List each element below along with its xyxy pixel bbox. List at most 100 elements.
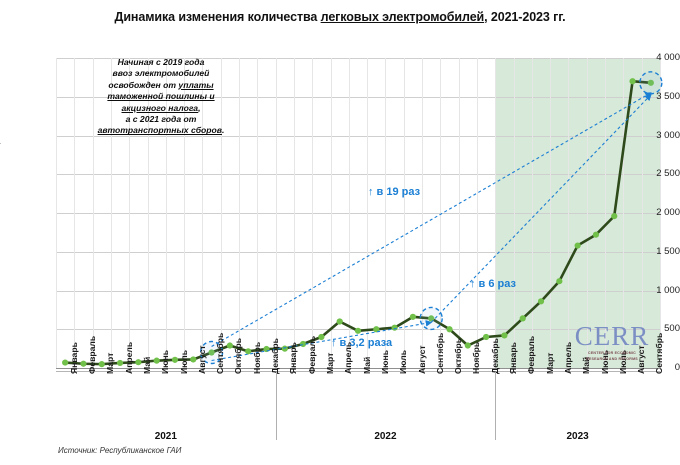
data-point-marker (537, 298, 545, 305)
growth-callout-x6: ↑ в 6 раз (470, 278, 516, 290)
x-axis-tick-label: Май (141, 356, 152, 374)
gridline-y (56, 96, 660, 98)
y-axis-tick-label: 2 500 (656, 168, 680, 180)
year-label: 2023 (566, 431, 589, 442)
x-axis-tick-label: Ноябрь (471, 341, 482, 374)
gridline-x (293, 58, 295, 368)
data-point-marker (80, 360, 87, 367)
gridline-x (56, 58, 57, 368)
gridline-x (385, 58, 387, 368)
source-note: Источник: Республиканское ГАИ (58, 446, 182, 455)
data-point-marker (592, 231, 600, 238)
x-axis-tick-label: Август (416, 345, 427, 374)
gridline-x (623, 58, 625, 368)
gridline-x (184, 58, 186, 368)
y-axis-tick-label: 2 000 (656, 207, 680, 218)
x-axis-tick-label: Май (361, 356, 372, 374)
plot-area (56, 58, 663, 369)
series-line-chart (62, 78, 654, 368)
data-point-marker (318, 333, 325, 341)
annotation-arrows (199, 71, 663, 365)
gridline-x (568, 58, 570, 368)
note-line-4: таможенной пошлины и (107, 91, 215, 102)
data-point-marker (98, 361, 105, 368)
x-axis-tick-label: Октябрь (453, 337, 464, 374)
data-point-marker (281, 345, 288, 352)
growth-callout-x32: ↑ в 3,2 раза (331, 337, 393, 349)
gridline-x (550, 58, 552, 368)
x-axis-tick-label: Апрель (123, 341, 134, 374)
title-before: Динамика изменения количества (114, 10, 321, 24)
data-point-marker (226, 342, 233, 349)
gridline-x (476, 58, 478, 368)
data-point-marker (409, 313, 417, 320)
annotation-arrow (211, 92, 652, 347)
gridline-x (330, 58, 332, 368)
data-point-marker (483, 333, 490, 341)
gridline-x (495, 58, 497, 368)
year-label: 2021 (154, 431, 177, 442)
data-point-marker (116, 359, 124, 367)
x-axis-tick-label: Март (324, 352, 335, 374)
x-axis-tick-label: Март (105, 352, 116, 374)
gridline-x (257, 58, 259, 368)
annotation-arrow (430, 94, 652, 323)
gridline-x (129, 58, 131, 368)
x-axis-tick-label: Декабрь (270, 338, 281, 374)
data-point-marker (62, 359, 69, 366)
data-point-marker (464, 342, 471, 349)
data-point-marker (501, 332, 508, 339)
x-axis-tick-label: Июль (398, 349, 409, 374)
data-point-marker (354, 327, 362, 334)
y-axis-tick-label: 1 000 (656, 284, 680, 296)
gridline-x (165, 58, 167, 368)
gridline-x (74, 58, 76, 368)
x-axis-tick-label: Январь (288, 342, 299, 374)
data-point-marker (245, 348, 252, 355)
gridline-x (367, 58, 369, 368)
data-point-marker (519, 315, 526, 322)
data-point-marker (135, 359, 142, 366)
page-title: Динамика изменения количества легковых э… (0, 10, 680, 24)
gridline-x (202, 58, 204, 368)
policy-annotation-note: Начиная с 2019 года ввоз электромобилей … (66, 57, 256, 137)
x-axis-tick-label: Сентябрь (434, 332, 445, 374)
cerr-logo: CERR CENTER FOR ECONOMIC RESEARCH AND RE… (560, 322, 664, 361)
x-axis-line-secondary (56, 371, 660, 372)
title-after: , 2021-2023 гг. (484, 10, 566, 24)
gridline-x (458, 58, 460, 368)
gridline-y (56, 135, 660, 137)
gridline-x (513, 58, 515, 368)
note-line-2: ввоз электромобилей (112, 68, 210, 79)
note-line-7-plain: . (222, 125, 225, 136)
gridline-x (660, 58, 661, 368)
x-axis-tick-label: Июнь (379, 350, 390, 374)
data-point-marker (208, 349, 215, 356)
x-axis-tick-label: Июль (178, 349, 189, 374)
y-axis-tick-label: 3 000 (656, 129, 680, 141)
year-label: 2022 (374, 431, 397, 442)
gridline-y (56, 174, 660, 176)
gridline-x (147, 58, 149, 368)
y-axis-tick-label: 4 000 (656, 52, 680, 63)
note-line-3-underlined: уплаты (178, 79, 214, 90)
x-axis-tick-label: Февраль (87, 335, 98, 374)
highlight-circle (419, 306, 443, 331)
data-point-marker (153, 357, 160, 364)
note-line-7: автотранспортных сборов (97, 125, 222, 136)
x-axis-tick-label: Декабрь (489, 338, 500, 374)
x-axis-tick-label: Январь (508, 342, 519, 374)
gridline-y (56, 290, 660, 292)
gridline-x (275, 58, 277, 368)
data-point-marker (373, 326, 380, 333)
note-line-6: а с 2021 года от (125, 114, 197, 125)
x-axis-tick-label: Февраль (526, 335, 537, 374)
y-axis-title: Кол-во электромобилей (0, 108, 1, 186)
y-axis-tick-label: 3 500 (656, 90, 680, 102)
gridline-x (586, 58, 588, 368)
data-point-marker (446, 326, 453, 333)
data-point-marker (647, 79, 654, 86)
data-point-marker (391, 324, 398, 331)
data-point-marker (171, 356, 179, 363)
